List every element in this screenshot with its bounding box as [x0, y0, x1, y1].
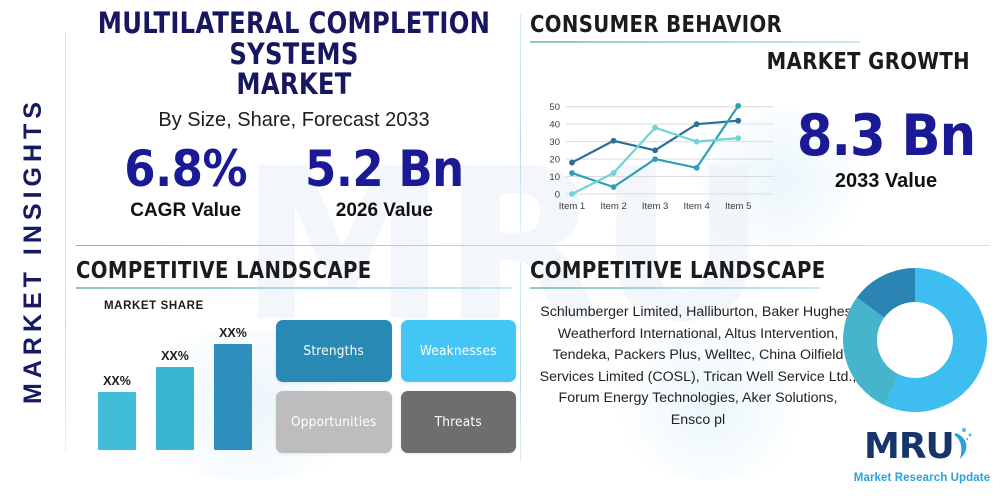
divider-vertical-left — [65, 32, 66, 452]
x-axis-tick-label: Item 3 — [642, 201, 668, 212]
line-data-point — [735, 135, 742, 142]
consumer-behavior-line-chart: 0 10 20 30 40 50 Item 1 Item 2 Item 3 Item 4 Item … — [538, 90, 778, 220]
divider-vertical-top — [520, 14, 521, 232]
donut-segment — [856, 268, 915, 318]
line-data-point — [693, 138, 700, 145]
brand-logo: MRU Market Research Update — [852, 426, 992, 484]
headline-stats: 6.8% CAGR Value 5.2 Bn 2026 Value — [70, 144, 518, 222]
bar-value-label: XX% — [219, 326, 247, 341]
market-share-title: MARKET SHARE — [104, 300, 204, 312]
stat-cagr: 6.8% CAGR Value — [124, 144, 247, 222]
stat-cagr-value: 6.8% — [124, 140, 248, 199]
line-data-point — [569, 159, 575, 166]
x-axis-tick-label: Item 1 — [559, 201, 585, 212]
stat-cagr-label: CAGR Value — [130, 200, 242, 222]
y-axis-tick-label: 10 — [549, 172, 560, 183]
donut-segment — [843, 297, 899, 406]
x-axis-tick-label: Item 2 — [600, 201, 626, 212]
company-list: Schlumberger Limited, Halliburton, Baker… — [539, 304, 857, 428]
competitive-landscape-right-heading: COMPETITIVE LANDSCAPE — [530, 258, 826, 284]
logo-bubble-3 — [965, 437, 969, 441]
stat-2033: 8.3 Bn 2033 Value — [786, 108, 986, 193]
y-axis-tick-label: 40 — [549, 120, 560, 131]
line-data-point — [735, 117, 742, 124]
line-data-point — [652, 147, 658, 154]
competitive-landscape-right-panel: COMPETITIVE LANDSCAPE Schlumberger Limit… — [530, 258, 992, 484]
consumer-behavior-heading: CONSUMER BEHAVIOR — [530, 12, 783, 38]
swot-box-threats[interactable]: Threats — [400, 391, 516, 453]
logo-bubble-2 — [968, 433, 972, 437]
page-title: MULTILATERAL COMPLETION SYSTEMS MARKET — [86, 8, 503, 100]
sidebar-rail: MARKET INSIGHTS — [0, 0, 66, 500]
bar-rect — [98, 392, 136, 450]
x-axis-tick-label: Item 4 — [683, 201, 709, 212]
line-data-point — [652, 124, 658, 131]
competitive-landscape-left-panel: COMPETITIVE LANDSCAPE MARKET SHARE XX% XX… — [76, 258, 520, 453]
line-data-point — [610, 137, 617, 144]
page-title-line2: MARKET — [236, 67, 352, 102]
line-series — [570, 104, 740, 189]
x-axis-tick-label: Item 5 — [725, 201, 751, 212]
page-subtitle: By Size, Share, Forecast 2033 — [158, 109, 430, 132]
swot-box-opportunities[interactable]: Opportunities — [276, 391, 392, 453]
market-growth-heading: MARKET GROWTH — [766, 48, 970, 75]
stat-2033-label: 2033 Value — [834, 170, 938, 192]
line-data-point — [735, 102, 742, 109]
line-data-point — [569, 170, 575, 176]
swot-box-weaknesses[interactable]: Weaknesses — [400, 320, 516, 382]
y-axis-tick-label: 20 — [549, 155, 560, 166]
stat-2026: 5.2 Bn 2026 Value — [305, 144, 464, 222]
competitive-landscape-right-underline — [530, 287, 820, 289]
competitive-landscape-left-underline — [76, 287, 512, 289]
logo-mru-icon: MRU — [864, 426, 972, 467]
swot-box-strengths[interactable]: Strengths — [276, 320, 392, 382]
competitive-landscape-left-heading: COMPETITIVE LANDSCAPE — [76, 258, 372, 284]
market-share-donut-chart — [835, 260, 995, 420]
donut-chart-svg — [843, 268, 987, 412]
y-axis-tick-label: 30 — [549, 137, 560, 148]
line-chart-svg: 0 10 20 30 40 50 Item 1 Item 2 Item 3 Item 4 Item … — [549, 102, 774, 212]
logo-tagline: Market Research Update — [853, 472, 991, 484]
stat-2026-label: 2026 Value — [335, 200, 433, 222]
market-share-bar-chart: MARKET SHARE XX% XX% XX% — [92, 300, 262, 450]
swot-grid: Strengths Weaknesses Opportunities Threats — [276, 320, 516, 453]
bar-rect — [156, 366, 194, 450]
bar-value-label: XX% — [161, 348, 189, 363]
line-data-point — [652, 156, 658, 162]
bar-rect — [214, 344, 252, 450]
y-axis-tick-label: 50 — [549, 102, 560, 113]
consumer-behavior-panel: CONSUMER BEHAVIOR MARKET GROWTH 0 10 20 30 4… — [530, 12, 992, 234]
bar-value-label: XX% — [103, 374, 131, 389]
line-data-point — [610, 170, 617, 176]
bar-column: XX% — [156, 324, 194, 450]
sidebar-label: MARKET INSIGHTS — [18, 96, 47, 404]
bar-column: XX% — [214, 324, 252, 450]
title-panel: MULTILATERAL COMPLETION SYSTEMS MARKET B… — [70, 8, 518, 222]
market-share-bars: XX% XX% XX% — [98, 324, 262, 450]
divider-horizontal-middle — [76, 245, 990, 246]
page-title-line1: MULTILATERAL COMPLETION SYSTEMS — [97, 6, 491, 71]
divider-vertical-bottom — [520, 262, 521, 462]
donut-segment — [884, 268, 987, 412]
line-data-point — [569, 191, 575, 197]
logo-swoosh-icon — [954, 433, 967, 459]
logo-mru-text: MRU — [864, 426, 954, 466]
stat-2026-value: 5.2 Bn — [305, 140, 464, 199]
line-data-point — [693, 164, 700, 171]
consumer-behavior-underline — [530, 41, 860, 43]
line-data-point — [693, 121, 700, 128]
line-data-point — [610, 184, 617, 190]
bar-column: XX% — [98, 324, 136, 450]
y-axis-tick-label: 0 — [555, 190, 560, 201]
logo-mark-wrap: MRU — [863, 426, 981, 471]
logo-bubble-1 — [961, 427, 967, 433]
stat-2033-value: 8.3 Bn — [796, 103, 976, 169]
